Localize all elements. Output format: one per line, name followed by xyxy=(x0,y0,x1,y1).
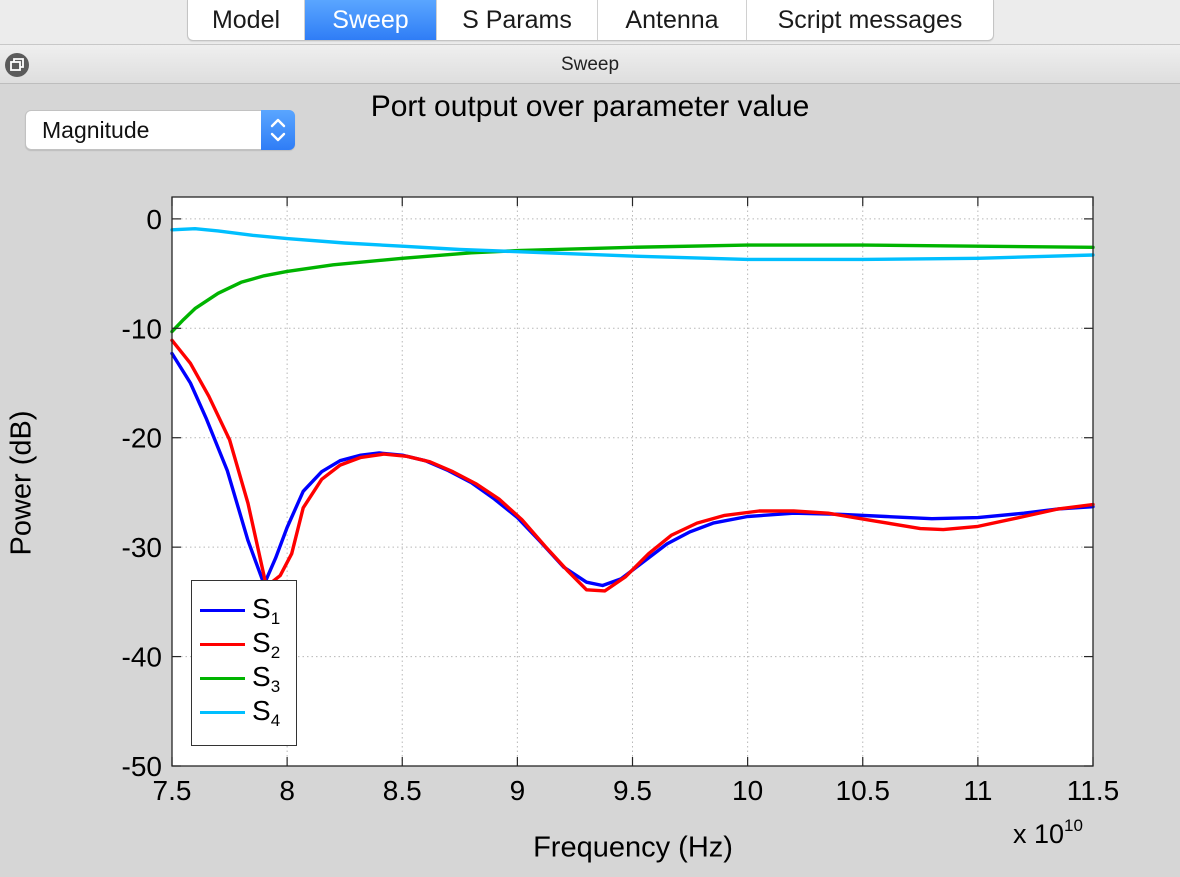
y-tick-label: -30 xyxy=(122,532,162,563)
series-line-s2 xyxy=(170,338,1095,593)
y-tick-label: 0 xyxy=(146,204,162,235)
legend-line-s4 xyxy=(200,711,245,714)
x-axis-multiplier-exponent: 10 xyxy=(1064,816,1083,835)
legend-label-s3: S3 xyxy=(252,661,281,696)
grid-lines xyxy=(172,197,1093,766)
undock-window-icon[interactable] xyxy=(5,53,29,77)
legend-item-s4: S4 xyxy=(200,694,296,730)
tab-s-params[interactable]: S Params xyxy=(437,0,598,40)
y-tick-label: -20 xyxy=(122,423,162,454)
legend-item-s2: S2 xyxy=(200,626,296,662)
series-lines xyxy=(170,227,1095,593)
panel-title: Sweep xyxy=(560,54,620,75)
x-tick-label: 8 xyxy=(279,775,295,806)
y-tick-label: -10 xyxy=(122,313,162,344)
x-tick-label: 8.5 xyxy=(383,775,422,806)
x-tick-label: 10 xyxy=(732,775,763,806)
chart-title: Port output over parameter value xyxy=(370,90,810,123)
legend-line-s3 xyxy=(200,677,245,680)
tab-antenna[interactable]: Antenna xyxy=(598,0,747,40)
tick-labels: 7.5 8 8.5 9 9.5 10 10.5 11 11.5 0 -10 -20 -30 -40 -50 xyxy=(122,204,1120,806)
tab-bar: Model Sweep S Params Antenna Script mess… xyxy=(0,0,1180,44)
axis-ticks xyxy=(171,197,1094,767)
y-tick-label: -50 xyxy=(122,751,162,782)
up-down-chevron-icon[interactable] xyxy=(261,110,295,150)
display-mode-value: Magnitude xyxy=(42,117,150,143)
legend-line-s1 xyxy=(200,609,245,612)
legend-line-s2 xyxy=(200,643,245,646)
legend-item-s1: S1 xyxy=(200,592,296,628)
x-tick-label: 9 xyxy=(510,775,526,806)
x-axis-multiplier-base: x 10 xyxy=(1013,819,1065,849)
x-tick-label: 9.5 xyxy=(613,775,652,806)
legend-label-s1: S1 xyxy=(252,593,281,628)
legend-label-s2: S2 xyxy=(252,627,281,662)
x-axis-label: Frequency (Hz) xyxy=(533,831,733,864)
panel-header: Sweep xyxy=(0,44,1180,84)
legend-label-s4: S4 xyxy=(252,695,281,730)
x-tick-label: 7.5 xyxy=(153,775,192,806)
legend: S1 S2 S3 S4 xyxy=(191,580,297,746)
tab-group: Model Sweep S Params Antenna Script mess… xyxy=(187,0,994,41)
y-axis-label: Power (dB) xyxy=(5,410,38,556)
tab-script-messages[interactable]: Script messages xyxy=(777,6,963,34)
x-tick-label: 11.5 xyxy=(1067,775,1119,806)
y-tick-label: -40 xyxy=(122,642,162,673)
x-tick-label: 11 xyxy=(963,775,992,806)
x-tick-label: 10.5 xyxy=(836,775,891,806)
tab-sweep[interactable]: Sweep xyxy=(305,0,437,40)
display-mode-select[interactable]: Magnitude xyxy=(25,110,295,150)
tab-model[interactable]: Model xyxy=(188,0,305,40)
series-line-s4 xyxy=(170,227,1095,262)
series-line-s3 xyxy=(170,243,1095,334)
x-axis-multiplier: x 1010 xyxy=(1013,816,1083,850)
legend-item-s3: S3 xyxy=(200,660,296,696)
